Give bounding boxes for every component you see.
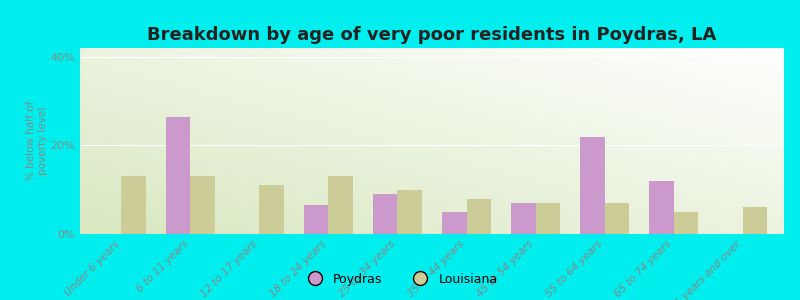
Bar bbox=[511, 203, 535, 234]
Y-axis label: % below half of
poverty level: % below half of poverty level bbox=[26, 101, 48, 181]
Bar bbox=[398, 190, 422, 234]
Legend: Poydras, Louisiana: Poydras, Louisiana bbox=[297, 268, 503, 291]
Bar bbox=[190, 176, 214, 234]
Bar bbox=[442, 212, 466, 234]
Bar bbox=[466, 199, 490, 234]
Bar bbox=[535, 203, 560, 234]
Bar bbox=[580, 136, 605, 234]
Bar bbox=[122, 176, 146, 234]
Bar bbox=[166, 117, 190, 234]
Bar bbox=[329, 176, 353, 234]
Bar bbox=[650, 181, 674, 234]
Bar bbox=[742, 207, 766, 234]
Bar bbox=[374, 194, 398, 234]
Bar bbox=[304, 205, 329, 234]
Title: Breakdown by age of very poor residents in Poydras, LA: Breakdown by age of very poor residents … bbox=[147, 26, 717, 44]
Bar bbox=[674, 212, 698, 234]
Bar bbox=[605, 203, 629, 234]
Bar bbox=[259, 185, 284, 234]
